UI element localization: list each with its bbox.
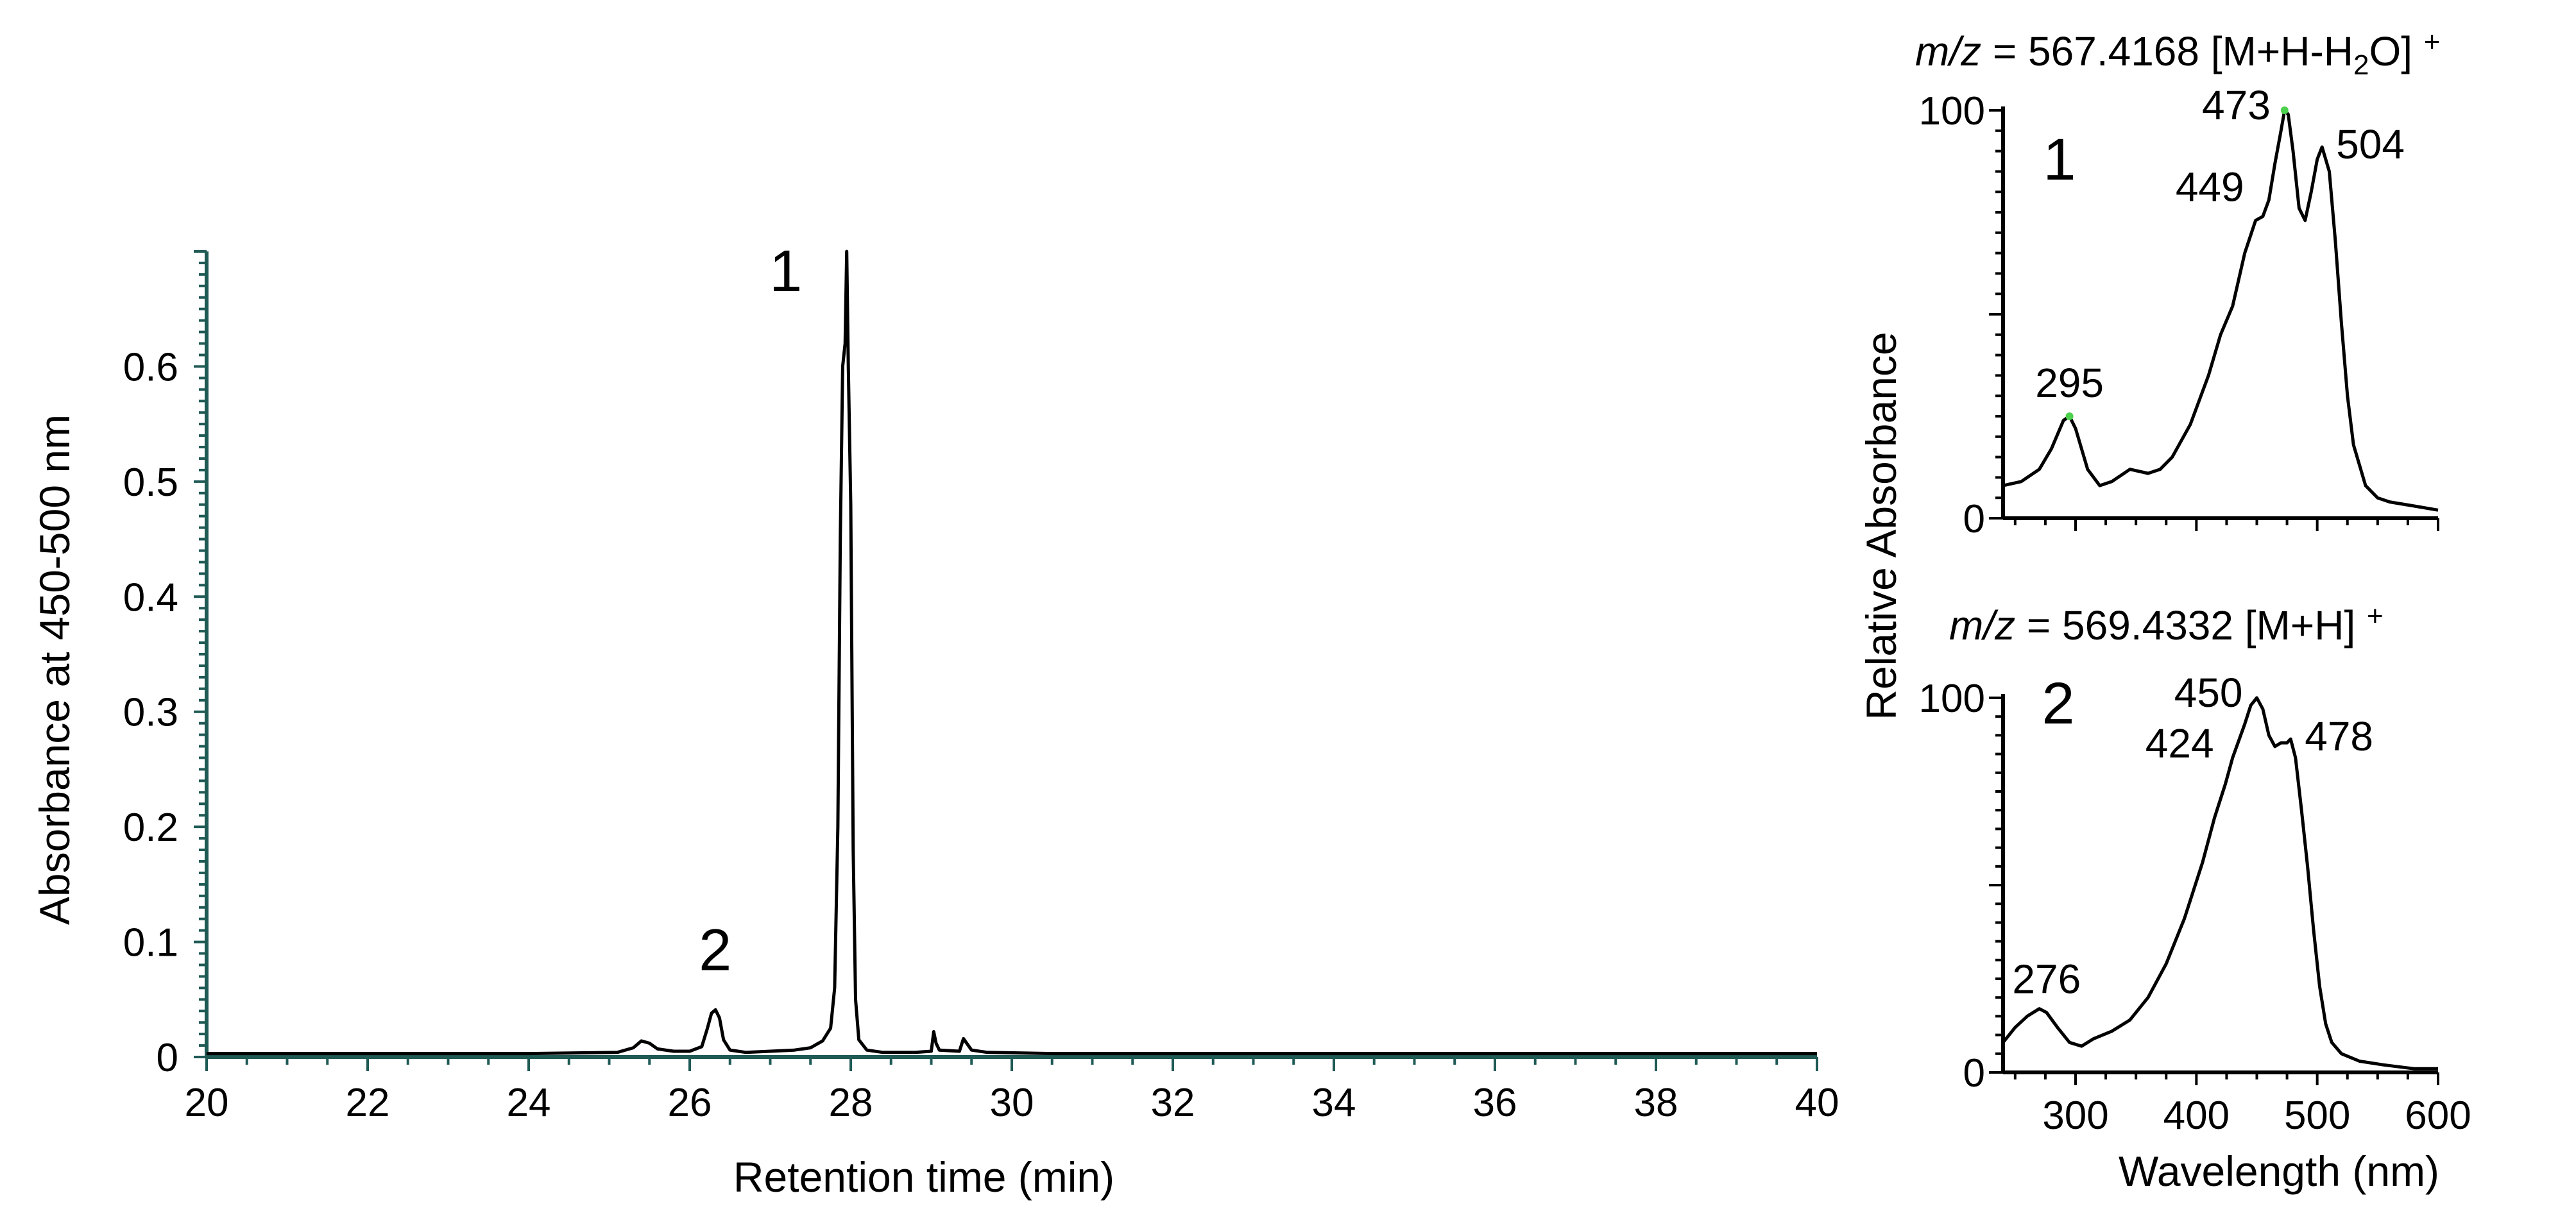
spectrum-1-y-tick-label: 0 [1963, 497, 1985, 541]
spectrum-1-trace [2002, 108, 2439, 512]
chromatogram-x-axis-title: Retention time (min) [733, 1153, 1114, 1201]
chromatogram-x-tick-label: 38 [1634, 1081, 1678, 1125]
chromatogram-y-tick-label: 0.4 [123, 575, 178, 620]
chromatogram-x-tick-label: 20 [185, 1081, 229, 1125]
chromatogram-x-tick-label: 28 [829, 1081, 873, 1125]
spectrum-2-y-tick-label: 0 [1963, 1051, 1985, 1095]
chromatogram-axes: 20 22 24 26 28 30 32 34 36 38 40 0 0.1 0.2 0.3 0.4 0.5 0.… [123, 250, 1839, 1125]
spectrum-1-peak-label: 473 [2202, 82, 2271, 128]
chromatogram-y-tick-label: 0.2 [123, 806, 178, 850]
spectrum-2-axes: 0 100 300 400 500 600 [1919, 677, 2471, 1138]
chromatogram-x-tick-label: 32 [1151, 1081, 1195, 1125]
chromatogram-x-tick-label: 40 [1795, 1081, 1839, 1125]
peak-1-label: 1 [769, 239, 802, 304]
spectrum-1-mz-value: = 567.4168 [M+H-H [1981, 28, 2353, 74]
chromatogram-x-tick-label: 22 [346, 1081, 390, 1125]
spectrum-1-mz-label: m/z = 567.4168 [M+H-H2O] + [1915, 26, 2441, 81]
chromatogram-x-tick-label: 24 [507, 1081, 551, 1125]
spectrum-2-peak-label: 478 [2305, 713, 2373, 759]
chromatogram-x-tick-label: 26 [668, 1081, 712, 1125]
spectrum-1-peak-label: 449 [2176, 164, 2244, 210]
spectrum-2-x-tick-label: 300 [2042, 1094, 2108, 1138]
chromatogram-y-tick-label: 0.1 [123, 921, 178, 965]
spectrum-1-mz-tail: O] [2369, 28, 2423, 74]
spectrum-1-peak-marker [2065, 412, 2074, 420]
spectra-x-axis-title: Wavelength (nm) [2119, 1147, 2439, 1195]
peak-2-label: 2 [699, 918, 731, 983]
spectrum-2-trace [2002, 696, 2438, 1070]
spectrum-1-panel-number: 1 [2043, 127, 2076, 192]
chromatogram-x-tick-label: 34 [1312, 1081, 1356, 1125]
spectrum-1-panel: 0 100 295 449 473 504 1 m/z = 567.4168 [M+H-… [1915, 26, 2441, 541]
spectrum-1-mz-superscript: + [2424, 26, 2441, 58]
chromatogram-trace [207, 250, 1817, 1056]
spectra-y-axis-title: Relative Absorbance [1857, 332, 1905, 720]
spectrum-2-mz-label: m/z = 569.4332 [M+H] + [1949, 600, 2384, 648]
spectrum-2-peak-label: 276 [2012, 956, 2081, 1002]
spectrum-1-mz-subscript: 2 [2353, 49, 2369, 81]
chromatogram-x-tick-label: 36 [1473, 1081, 1517, 1125]
spectrum-1-axes: 0 100 [1919, 89, 2439, 541]
spectrum-2-x-tick-label: 600 [2405, 1094, 2471, 1138]
chromatogram-y-tick-label: 0.6 [123, 345, 178, 389]
chromatogram-y-tick-label: 0.5 [123, 461, 178, 505]
spectrum-2-mz-superscript: + [2367, 600, 2384, 632]
chromatogram-x-tick-label: 30 [990, 1081, 1034, 1125]
spectrum-1-y-tick-label: 100 [1919, 89, 1985, 133]
chromatogram-y-tick-label: 0.3 [123, 691, 178, 735]
spectrum-2-mz-value: = 569.4332 [M+H] [2015, 602, 2367, 648]
chromatogram-y-tick-label: 0 [157, 1036, 178, 1080]
chromatogram-y-axis-title: Absorbance at 450-500 nm [31, 414, 78, 925]
spectrum-2-y-tick-label: 100 [1919, 677, 1985, 721]
spectrum-2-peak-label: 424 [2145, 720, 2214, 766]
spectrum-2-x-tick-label: 400 [2163, 1094, 2230, 1138]
chromatogram-panel: 20 22 24 26 28 30 32 34 36 38 40 0 0.1 0.2 0.3 0.4 0.5 0.… [31, 239, 1839, 1201]
spectrum-2-peak-label: 450 [2174, 670, 2243, 716]
spectrum-1-peak-label: 295 [2035, 360, 2104, 406]
spectrum-2-x-tick-label: 500 [2284, 1094, 2350, 1138]
spectrum-2-panel-number: 2 [2042, 671, 2074, 736]
spectrum-1-peak-label: 504 [2336, 121, 2405, 167]
spectrum-1-peak-marker [2280, 106, 2289, 114]
spectrum-2-mz-symbol: m/z [1949, 602, 2015, 648]
spectrum-1-peak-labels: 295 449 473 504 [2035, 82, 2405, 420]
spectrum-1-mz-symbol: m/z [1915, 28, 1981, 74]
